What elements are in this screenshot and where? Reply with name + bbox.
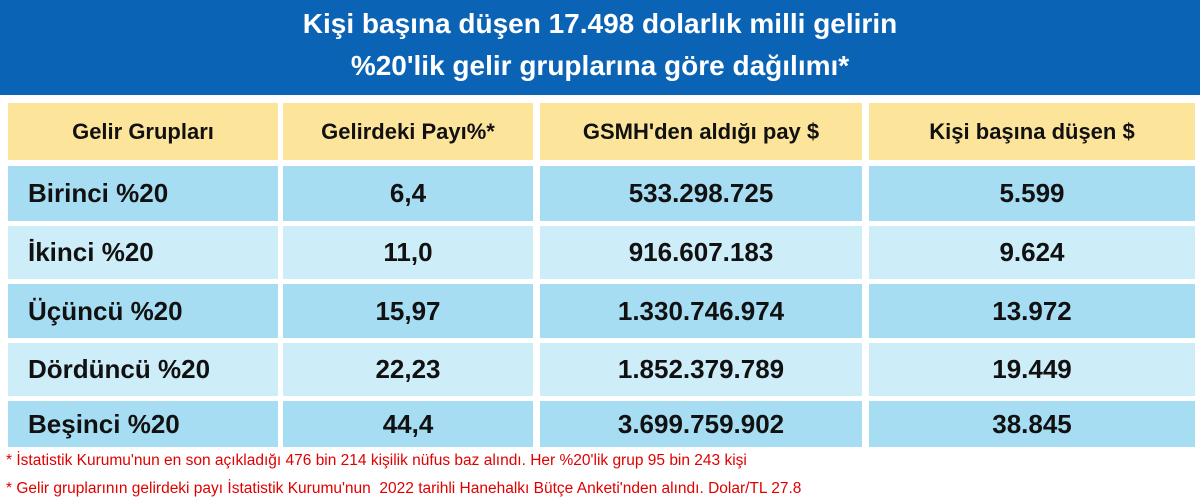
footnote: * Gelir gruplarının gelirdeki payı İstat…	[6, 480, 802, 497]
title-bar: Kişi başına düşen 17.498 dolarlık milli …	[0, 0, 1200, 95]
table-cell: 916.607.183	[540, 226, 862, 279]
title-line: Kişi başına düşen 17.498 dolarlık milli …	[302, 8, 898, 39]
table-cell: Dördüncü %20	[8, 343, 278, 396]
column-header: Gelir Grupları	[8, 103, 278, 160]
table-cell: Birinci %20	[8, 166, 278, 221]
table-cell: 38.845	[869, 401, 1195, 447]
footnote: * İstatistik Kurumu'nun en son açıkladığ…	[6, 452, 747, 469]
table-cell: 3.699.759.902	[540, 401, 862, 447]
table-cell: Beşinci %20	[8, 401, 278, 447]
table-cell: Üçüncü %20	[8, 284, 278, 338]
table-cell: 19.449	[869, 343, 1195, 396]
table-cell: 15,97	[283, 284, 533, 338]
table-cell: 1.330.746.974	[540, 284, 862, 338]
table-cell: 44,4	[283, 401, 533, 447]
column-header: GSMH'den aldığı pay $	[540, 103, 862, 160]
title-line: %20'lik gelir gruplarına göre dağılımı*	[350, 50, 850, 81]
table-cell: 1.852.379.789	[540, 343, 862, 396]
table-cell: 533.298.725	[540, 166, 862, 221]
table-cell: İkinci %20	[8, 226, 278, 279]
table-cell: 9.624	[869, 226, 1195, 279]
column-header: Gelirdeki Payı%*	[283, 103, 533, 160]
table-cell: 11,0	[283, 226, 533, 279]
table-cell: 6,4	[283, 166, 533, 221]
column-header: Kişi başına düşen $	[869, 103, 1195, 160]
table-cell: 22,23	[283, 343, 533, 396]
table-cell: 13.972	[869, 284, 1195, 338]
table-cell: 5.599	[869, 166, 1195, 221]
